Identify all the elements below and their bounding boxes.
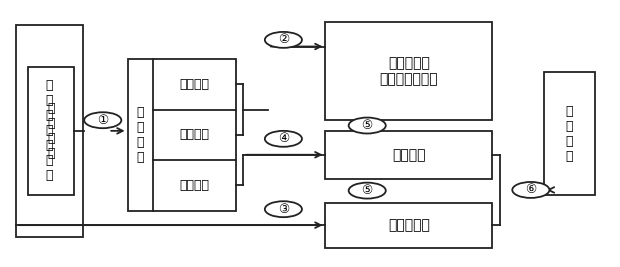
Bar <box>326 203 492 248</box>
Text: 记
帐
凭
证: 记 帐 凭 证 <box>137 106 144 164</box>
Text: ③: ③ <box>278 203 289 216</box>
Text: ⑤: ⑤ <box>361 184 373 197</box>
Text: 总分类帐: 总分类帐 <box>392 148 426 162</box>
Circle shape <box>265 32 302 48</box>
Bar <box>326 131 492 179</box>
Circle shape <box>265 201 302 217</box>
Text: ②: ② <box>278 33 289 46</box>
Bar <box>128 59 236 210</box>
Bar <box>16 25 83 237</box>
Bar <box>326 22 492 120</box>
Text: 付款凭证: 付款凭证 <box>180 128 210 141</box>
Circle shape <box>265 131 302 147</box>
Text: ④: ④ <box>278 132 289 145</box>
Text: ⑥: ⑥ <box>525 183 536 197</box>
Bar <box>28 67 74 195</box>
Text: 会
计
报
表: 会 计 报 表 <box>565 104 573 163</box>
Circle shape <box>512 182 549 198</box>
Text: 转帐凭证: 转帐凭证 <box>180 179 210 192</box>
Text: ①: ① <box>97 114 108 127</box>
Bar <box>544 72 595 195</box>
Text: ⑤: ⑤ <box>361 119 373 132</box>
Circle shape <box>348 117 386 134</box>
Text: 原
始
凭
证: 原 始 凭 证 <box>47 102 55 160</box>
Text: 明细分类帐: 明细分类帐 <box>388 218 430 232</box>
Circle shape <box>84 112 122 128</box>
Circle shape <box>348 183 386 199</box>
Text: 收款凭证: 收款凭证 <box>180 78 210 91</box>
Text: 现金日记帐
银行存款日记帐: 现金日记帐 银行存款日记帐 <box>379 56 438 86</box>
Text: 原
始
凭
证
汇
总
表: 原 始 凭 证 汇 总 表 <box>46 79 53 182</box>
